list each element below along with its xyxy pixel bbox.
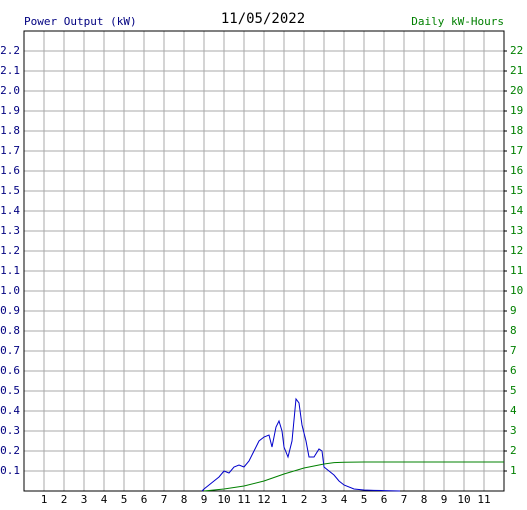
x-tick-label: 2 — [61, 493, 68, 506]
x-tick-label: 7 — [401, 493, 408, 506]
y2-tick-label: 20 — [510, 84, 523, 97]
y-tick-label: 0.5 — [0, 384, 20, 397]
y-tick-label: 0.7 — [0, 344, 20, 357]
x-tick-label: 8 — [421, 493, 428, 506]
y-tick-label: 2.1 — [0, 64, 20, 77]
y-tick-label: 1.8 — [0, 124, 20, 137]
y2-tick-label: 6 — [510, 364, 517, 377]
y-tick-label: 1.3 — [0, 224, 20, 237]
x-tick-label: 4 — [341, 493, 348, 506]
x-tick-label: 8 — [181, 493, 188, 506]
y2-tick-label: 2 — [510, 444, 517, 457]
y2-tick-label: 15 — [510, 184, 523, 197]
y2-tick-label: 17 — [510, 144, 523, 157]
y-tick-label: 1.9 — [0, 104, 20, 117]
plot-border — [23, 30, 505, 492]
y2-tick-label: 10 — [510, 284, 523, 297]
x-tick-label: 10 — [457, 493, 470, 506]
x-tick-label: 9 — [201, 493, 208, 506]
y2-tick-label: 19 — [510, 104, 523, 117]
y2-axis-label: Daily kW-Hours — [411, 15, 504, 28]
y2-tick-label: 16 — [510, 164, 523, 177]
x-tick-label: 11 — [477, 493, 490, 506]
x-tick-label: 9 — [441, 493, 448, 506]
y-tick-label: 1.7 — [0, 144, 20, 157]
y2-tick-label: 12 — [510, 244, 523, 257]
y2-tick-label: 22 — [510, 44, 523, 57]
x-tick-label: 5 — [121, 493, 128, 506]
x-tick-label: 10 — [217, 493, 230, 506]
y2-tick-label: 18 — [510, 124, 523, 137]
y2-tick-label: 8 — [510, 324, 517, 337]
x-tick-label: 1 — [281, 493, 288, 506]
x-tick-label: 6 — [381, 493, 388, 506]
y-tick-label: 2.2 — [0, 44, 20, 57]
chart-title: 11/05/2022 — [221, 11, 305, 27]
x-tick-label: 4 — [101, 493, 108, 506]
y-tick-label: 1.6 — [0, 164, 20, 177]
x-tick-label: 3 — [321, 493, 328, 506]
y2-tick-label: 5 — [510, 384, 517, 397]
x-tick-label: 7 — [161, 493, 168, 506]
y2-tick-label: 11 — [510, 264, 523, 277]
y2-tick-label: 21 — [510, 64, 523, 77]
series-line — [203, 461, 504, 492]
y2-tick-label: 13 — [510, 224, 523, 237]
y-tick-label: 2.0 — [0, 84, 20, 97]
x-tick-label: 3 — [81, 493, 88, 506]
y-tick-label: 0.9 — [0, 304, 20, 317]
x-tick-label: 1 — [41, 493, 48, 506]
y-tick-label: 0.4 — [0, 404, 20, 417]
y2-tick-label: 9 — [510, 304, 517, 317]
y2-tick-label: 4 — [510, 404, 517, 417]
x-tick-label: 12 — [257, 493, 270, 506]
y-axis-label: Power Output (kW) — [24, 15, 137, 28]
y-tick-label: 0.6 — [0, 364, 20, 377]
x-tick-label: 5 — [361, 493, 368, 506]
y-tick-label: 1.2 — [0, 244, 20, 257]
x-tick-label: 2 — [301, 493, 308, 506]
y2-tick-label: 14 — [510, 204, 524, 217]
y-tick-label: 1.4 — [0, 204, 20, 217]
y-tick-label: 0.2 — [0, 444, 20, 457]
y-tick-label: 1.5 — [0, 184, 20, 197]
y2-tick-label: 7 — [510, 344, 517, 357]
y-tick-label: 0.8 — [0, 324, 20, 337]
y2-tick-label: 1 — [510, 464, 517, 477]
x-tick-label: 6 — [141, 493, 148, 506]
y-tick-label: 1.1 — [0, 264, 20, 277]
y-tick-label: 0.3 — [0, 424, 20, 437]
x-tick-label: 11 — [237, 493, 250, 506]
y2-tick-label: 3 — [510, 424, 517, 437]
y-tick-label: 0.1 — [0, 464, 20, 477]
series-line — [201, 397, 401, 492]
y-tick-label: 1.0 — [0, 284, 20, 297]
